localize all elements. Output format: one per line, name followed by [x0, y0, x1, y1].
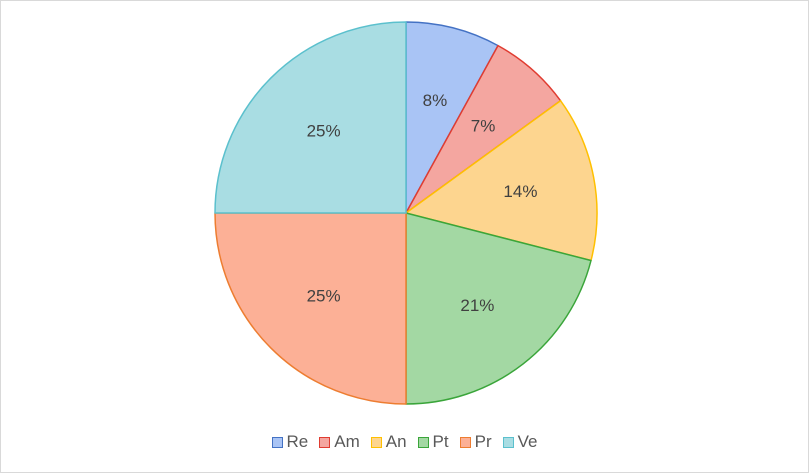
pie-slice-ve	[214, 21, 407, 214]
legend-label-pt: Pt	[432, 432, 449, 451]
legend-label-an: An	[385, 432, 407, 451]
legend-item-an: An	[370, 432, 407, 452]
slice-label-an: 14%	[503, 182, 537, 201]
legend: Re Am An Pt Pr Ve	[1, 432, 808, 452]
legend-swatch-pr	[459, 436, 471, 448]
legend-item-am: Am	[319, 432, 360, 452]
legend-item-re: Re	[271, 432, 309, 452]
legend-item-pt: Pt	[417, 432, 449, 452]
legend-swatch-an	[370, 436, 382, 448]
slice-label-am: 7%	[471, 117, 496, 136]
legend-item-ve: Ve	[502, 432, 538, 452]
slice-label-pt: 21%	[460, 296, 494, 315]
legend-swatch-re	[271, 436, 283, 448]
legend-label-re: Re	[286, 432, 309, 451]
legend-label-ve: Ve	[517, 432, 538, 451]
pie-slice-an	[405, 99, 598, 262]
legend-label-am: Am	[334, 432, 360, 451]
legend-item-pr: Pr	[459, 432, 492, 452]
legend-label-pr: Pr	[474, 432, 492, 451]
legend-swatch-ve	[502, 436, 514, 448]
legend-swatch-am	[319, 436, 331, 448]
pie-slice-re	[405, 21, 499, 214]
pie-slice-pt	[405, 212, 592, 405]
legend-swatch-pt	[417, 436, 429, 448]
slice-label-ve: 25%	[307, 122, 341, 141]
slice-label-pr: 25%	[307, 286, 341, 305]
pie-slice-pr	[214, 212, 407, 405]
slice-label-re: 8%	[423, 91, 448, 110]
